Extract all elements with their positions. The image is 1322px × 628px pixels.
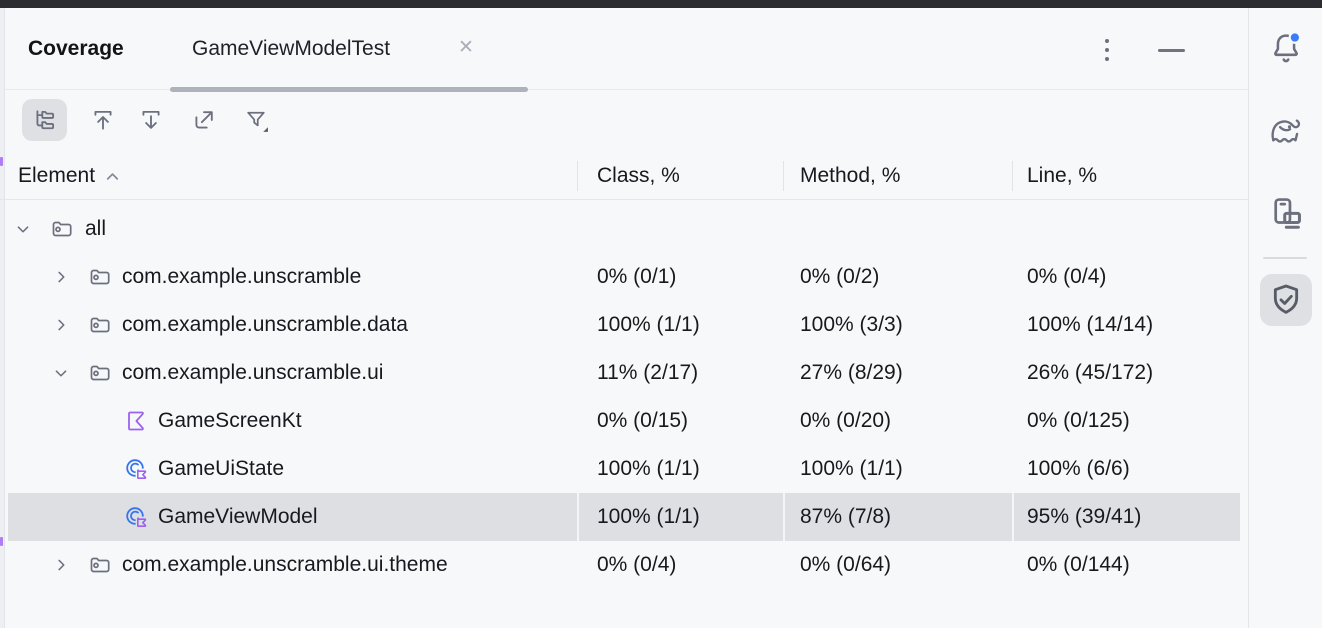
notifications-button[interactable] <box>1260 22 1312 74</box>
line-coverage-cell: 95% (39/41) <box>1027 505 1142 528</box>
gutter-mark <box>0 157 3 166</box>
method-coverage-cell: 0% (0/20) <box>800 409 892 432</box>
stripe-divider <box>1263 257 1307 259</box>
column-header-class[interactable]: Class, % <box>597 164 680 187</box>
arrow-up-to-bar-icon <box>93 110 112 130</box>
shield-check-icon <box>1273 284 1299 314</box>
coverage-toolwindow-button[interactable] <box>1260 274 1312 326</box>
tab-close-icon[interactable]: ✕ <box>458 37 474 58</box>
table-row[interactable]: GameUiState 100% (1/1) 100% (1/1) 100% (… <box>8 445 1240 493</box>
navigate-up-button[interactable] <box>80 99 125 141</box>
tree-item-label: GameScreenKt <box>158 409 302 432</box>
chevron-right-icon[interactable] <box>50 266 72 288</box>
class-coverage-cell: 100% (1/1) <box>597 457 700 480</box>
running-devices-button[interactable] <box>1260 187 1312 239</box>
method-coverage-cell: 100% (3/3) <box>800 313 903 336</box>
sort-ascending-icon <box>106 173 119 180</box>
method-coverage-cell: 0% (0/2) <box>800 265 880 288</box>
table-row-selected[interactable]: GameViewModel 100% (1/1) 87% (7/8) 95% (… <box>8 493 1240 541</box>
line-coverage-cell: 0% (0/125) <box>1027 409 1130 432</box>
gutter-mark <box>0 537 3 546</box>
method-coverage-cell: 100% (1/1) <box>800 457 903 480</box>
column-divider[interactable] <box>577 161 578 191</box>
method-coverage-cell: 27% (8/29) <box>800 361 903 384</box>
chevron-right-icon[interactable] <box>50 314 72 336</box>
column-divider[interactable] <box>1012 161 1013 191</box>
filter-funnel-icon <box>247 111 268 132</box>
tree-item-label: com.example.unscramble <box>122 265 362 288</box>
class-coverage-cell: 0% (0/15) <box>597 409 689 432</box>
table-row[interactable]: com.example.unscramble.data 100% (1/1) 1… <box>8 301 1240 349</box>
column-divider <box>783 493 785 541</box>
kotlin-class-icon <box>124 505 149 530</box>
arrow-down-from-bar-icon <box>141 110 160 129</box>
filter-button[interactable] <box>234 99 279 141</box>
package-icon <box>88 553 112 577</box>
class-coverage-cell: 100% (1/1) <box>597 313 700 336</box>
kebab-menu-icon <box>1105 39 1109 61</box>
packages-tree-icon <box>35 110 54 130</box>
more-options-button[interactable] <box>1090 33 1124 67</box>
line-coverage-cell: 100% (14/14) <box>1027 313 1154 336</box>
gradle-elephant-icon <box>1271 119 1301 143</box>
hide-tool-window-button[interactable] <box>1154 33 1188 67</box>
tree-item-label: GameViewModel <box>158 505 318 528</box>
chevron-down-icon[interactable] <box>50 362 72 384</box>
table-row[interactable]: com.example.unscramble 0% (0/1) 0% (0/2)… <box>8 253 1240 301</box>
chevron-right-icon[interactable] <box>50 554 72 576</box>
group-by-packages-button[interactable] <box>22 99 67 141</box>
window-top-edge <box>0 0 1322 8</box>
column-header-method[interactable]: Method, % <box>800 164 901 187</box>
kotlin-file-icon <box>124 409 148 433</box>
active-tab-indicator <box>170 87 528 92</box>
class-coverage-cell: 0% (0/4) <box>597 553 677 576</box>
gradle-button[interactable] <box>1260 104 1312 156</box>
class-coverage-cell: 0% (0/1) <box>597 265 677 288</box>
kotlin-class-icon <box>124 457 149 482</box>
tree-item-label: all <box>85 217 107 240</box>
class-coverage-cell: 11% (2/17) <box>597 361 699 384</box>
column-divider <box>577 493 579 541</box>
editor-edge-gutter <box>0 8 5 628</box>
right-toolwindow-stripe <box>1248 8 1322 628</box>
column-header-element[interactable]: Element <box>18 164 96 187</box>
table-header-row: Element Class, % Method, % Line, % <box>0 152 1248 200</box>
tab-gameviewmodeltest[interactable]: GameViewModelTest ✕ <box>170 8 528 92</box>
chevron-down-icon[interactable] <box>12 218 34 240</box>
column-divider <box>1012 493 1014 541</box>
export-button[interactable] <box>181 99 226 141</box>
package-icon <box>88 265 112 289</box>
table-row[interactable]: com.example.unscramble.ui.theme 0% (0/4)… <box>8 541 1240 589</box>
class-coverage-cell: 100% (1/1) <box>597 505 700 528</box>
column-header-line[interactable]: Line, % <box>1027 164 1098 187</box>
line-coverage-cell: 26% (45/172) <box>1027 361 1154 384</box>
tree-item-label: com.example.unscramble.data <box>122 313 408 336</box>
minimize-icon <box>1157 48 1185 52</box>
package-icon <box>88 361 112 385</box>
tree-item-label: com.example.unscramble.ui.theme <box>122 553 448 576</box>
package-icon <box>50 217 74 241</box>
tool-window-header: Coverage GameViewModelTest ✕ <box>5 8 1248 92</box>
tree-item-label: GameUiState <box>158 457 285 480</box>
bell-icon <box>1274 31 1302 63</box>
coverage-toolbar <box>5 89 1248 152</box>
line-coverage-cell: 0% (0/144) <box>1027 553 1130 576</box>
tree-item-label: com.example.unscramble.ui <box>122 361 384 384</box>
package-icon <box>88 313 112 337</box>
line-coverage-cell: 100% (6/6) <box>1027 457 1130 480</box>
table-row[interactable]: com.example.unscramble.ui 11% (2/17) 27%… <box>8 349 1240 397</box>
table-row[interactable]: all <box>8 205 1240 253</box>
navigate-down-button[interactable] <box>128 99 173 141</box>
column-divider[interactable] <box>783 161 784 191</box>
devices-icon <box>1274 198 1301 229</box>
line-coverage-cell: 0% (0/4) <box>1027 265 1107 288</box>
table-row[interactable]: GameScreenKt 0% (0/15) 0% (0/20) 0% (0/1… <box>8 397 1240 445</box>
export-arrow-icon <box>194 111 213 129</box>
tool-window-title: Coverage <box>28 37 124 60</box>
tab-label: GameViewModelTest <box>192 37 391 60</box>
method-coverage-cell: 87% (7/8) <box>800 505 892 528</box>
method-coverage-cell: 0% (0/64) <box>800 553 892 576</box>
